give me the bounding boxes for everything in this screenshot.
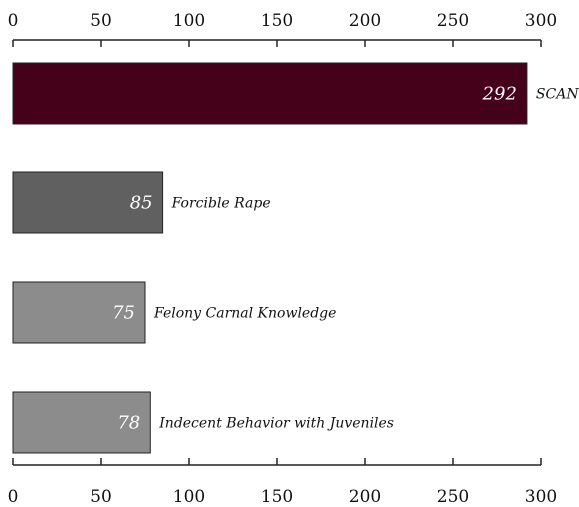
category-label: Forcible Rape [171,196,271,212]
bottom-x-axis: 0 50 100 150 200 250 300 [8,458,557,507]
bottom-tick-label: 150 [261,487,293,507]
value-label: 78 [117,413,140,434]
bottom-tick-label: 100 [173,487,205,507]
top-tick-label: 150 [261,11,293,31]
bar [12,391,151,454]
bar-group: 75 Felony Carnal Knowledge [12,281,336,344]
top-tick-label: 100 [173,11,205,31]
value-label: 85 [130,193,153,214]
bar-group: 292 SCAN [12,62,579,125]
bottom-tick-label: 50 [90,487,112,507]
bar-group: 78 Indecent Behavior with Juveniles [12,391,394,454]
bar-group: 85 Forcible Rape [12,171,271,234]
bars-group: 292 SCAN 85 Forcible Rape 75 Felony Carnal Kn… [12,62,579,454]
top-tick-label: 300 [525,11,557,31]
top-tick-label: 200 [349,11,381,31]
bottom-tick-label: 200 [349,487,381,507]
bar [12,62,528,125]
bar [12,171,164,234]
top-tick-label: 0 [8,11,19,31]
top-tick-label: 50 [90,11,112,31]
value-label: 75 [112,303,135,324]
bar [12,281,146,344]
bottom-tick-label: 250 [437,487,469,507]
category-label: Felony Carnal Knowledge [153,306,336,322]
category-label: Indecent Behavior with Juveniles [158,416,394,432]
bottom-tick-label: 0 [8,487,19,507]
top-tick-label: 250 [437,11,469,31]
category-label: SCAN [536,87,579,103]
bottom-tick-label: 300 [525,487,557,507]
top-x-axis: 0 50 100 150 200 250 300 [8,11,557,47]
value-label: 292 [482,84,517,105]
